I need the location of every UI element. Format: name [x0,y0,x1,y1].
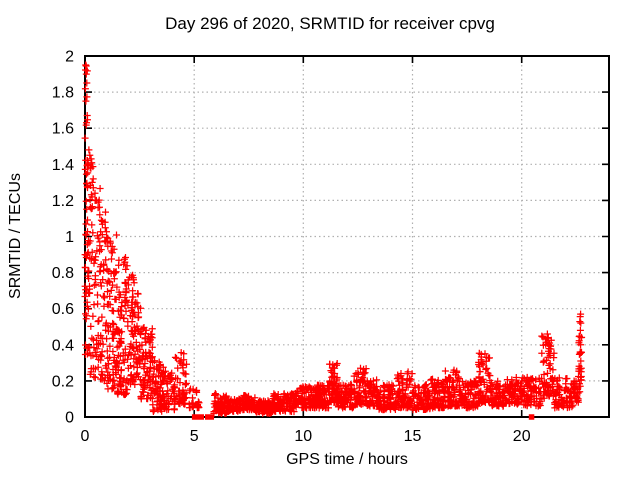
x-tick-label: 5 [190,428,199,445]
x-tick-label: 0 [81,428,90,445]
x-tick-label: 20 [513,428,531,445]
x-tick-label: 10 [294,428,312,445]
grid-lines [85,56,609,417]
chart-title: Day 296 of 2020, SRMTID for receiver cpv… [165,14,495,33]
y-tick-label: 1 [65,229,74,246]
data-points [81,61,586,417]
x-axis-label: GPS time / hours [286,451,408,468]
y-tick-label: 0.4 [52,337,74,354]
x-tick-label: 15 [404,428,422,445]
y-tick-label: 0.2 [52,373,74,390]
y-tick-label: 2 [65,49,74,66]
y-tick-label: 0.8 [52,265,74,282]
y-tick-label: 1.8 [52,85,74,102]
y-tick-label: 0 [65,410,74,427]
y-axis-label: SRMTID / TECUs [7,173,24,299]
y-tick-label: 1.6 [52,121,74,138]
y-tick-label: 1.4 [52,157,74,174]
y-tick-label: 1.2 [52,193,74,210]
y-tick-label: 0.6 [52,301,74,318]
